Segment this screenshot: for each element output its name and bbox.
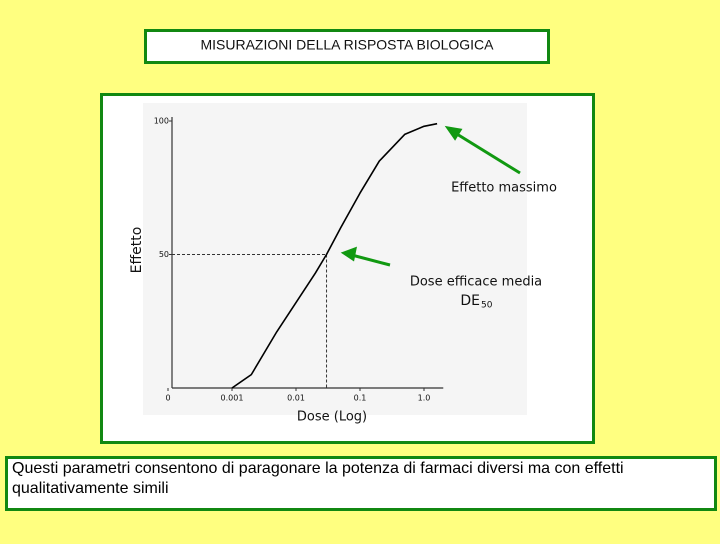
title-box (144, 29, 550, 64)
arrows (340, 125, 521, 267)
x-tick-label: 0.1 (354, 394, 367, 403)
annotation: Effetto massimo (451, 181, 557, 196)
caption-holder: Questi parametri consentono di paragonar… (12, 460, 624, 497)
arrow-head (340, 246, 357, 262)
y-axis-label: Effetto (129, 227, 145, 274)
plot-image (143, 103, 527, 415)
annotation: Dose efficace media (410, 275, 542, 290)
slide-title: MISURAZIONI DELLA RISPOSTA BIOLOGICA (200, 37, 494, 53)
caption-box (5, 456, 717, 511)
x-tick-label: 0.001 (221, 394, 244, 403)
curve (231, 122, 438, 389)
arrow (451, 129, 521, 175)
caption: Questi parametri consentono di paragonar… (12, 460, 624, 497)
x-axis-label: Dose (Log) (297, 410, 367, 425)
arrow-head (444, 125, 463, 141)
y-tick-label: 50 (159, 250, 169, 259)
annotation: DE (460, 293, 480, 309)
x-tick-label: 0.01 (287, 394, 305, 403)
x-tick-label: 1.0 (418, 394, 431, 403)
y-tick-label: 100 (154, 117, 169, 126)
x-tick-label: 0 (165, 394, 170, 403)
annotation-subscript: 50 (481, 301, 493, 311)
